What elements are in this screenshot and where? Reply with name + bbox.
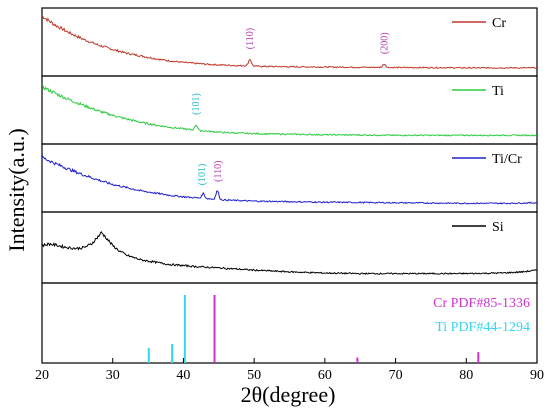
series-line-ti	[41, 84, 537, 137]
panel-frame	[41, 7, 538, 77]
legend-label: Ti	[492, 84, 504, 99]
panel-3: Ti/Cr (101) (110)	[41, 143, 538, 213]
series-line-si	[41, 231, 537, 275]
legend-label: Si	[492, 220, 504, 235]
peak-annotation: (110)	[245, 28, 256, 49]
reference-legend-label: Ti PDF#44-1294	[435, 320, 530, 335]
panel-5: Cr PDF#85-1336 Ti PDF#44-1294	[41, 282, 538, 364]
reference-legend-label: Cr PDF#85-1336	[433, 296, 530, 311]
series-line-cr	[41, 15, 537, 70]
y-axis-label: Intensity(a.u.)	[4, 128, 29, 251]
panel-2: Ti (101)	[41, 75, 538, 145]
peak-annotation: (101)	[197, 164, 208, 186]
peak-annotation: (101)	[191, 93, 202, 115]
peak-annotation: (110)	[213, 161, 224, 182]
x-tick-label: 60	[318, 368, 332, 383]
panel-frame	[41, 282, 538, 364]
legend-label: Cr	[492, 16, 506, 31]
x-tick-label: 20	[35, 368, 49, 383]
x-tick-label: 40	[176, 368, 190, 383]
peak-annotation: (200)	[379, 32, 390, 54]
series-line-ticr	[41, 155, 537, 205]
x-axis-label: 2θ(degree)	[241, 382, 336, 407]
legend-label: Ti/Cr	[492, 152, 522, 167]
panel-1: Cr (110) (200)	[41, 7, 538, 77]
x-tick-label: 50	[247, 368, 261, 383]
x-tick-label: 70	[389, 368, 403, 383]
x-tick-label: 90	[530, 368, 544, 383]
x-tick-label: 80	[459, 368, 473, 383]
panel-4: Si	[41, 211, 538, 284]
x-tick-label: 30	[106, 368, 120, 383]
panels: Cr (110) (200) Ti (101) Ti/Cr (101) (110) Si Cr P…	[41, 7, 538, 364]
x-axis-ticks: 20 30 40 50 60 70 80 90	[35, 358, 544, 383]
